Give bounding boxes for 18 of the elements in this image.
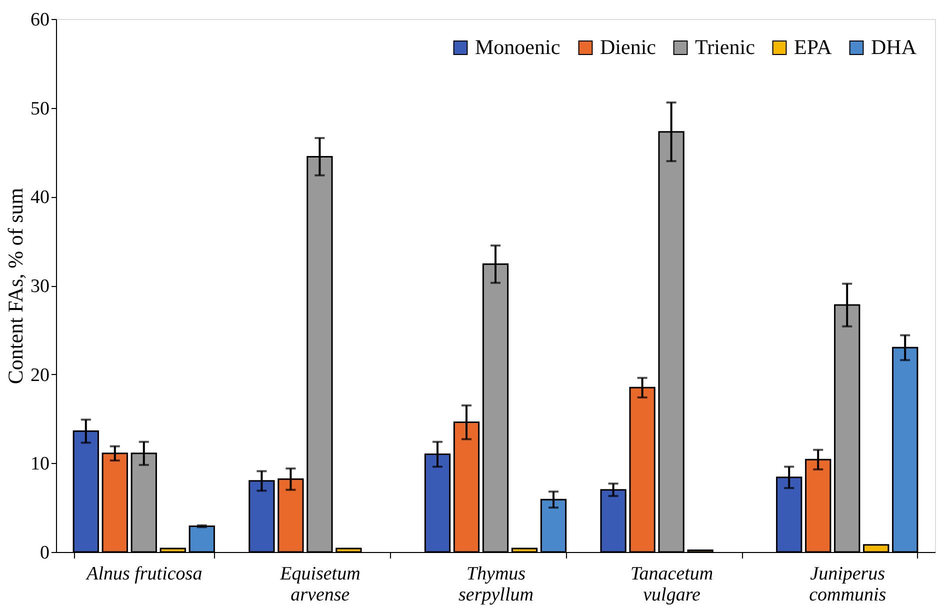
y-tick-label: 10 [30, 454, 50, 475]
y-axis-title: Content FAs, % of sum [4, 188, 28, 384]
y-tick-label: 40 [30, 187, 50, 208]
y-tick-label: 30 [30, 276, 50, 297]
x-tick-label: Alnus fruticosa [84, 564, 202, 584]
legend-label: Dienic [600, 34, 656, 59]
y-tick-label: 0 [40, 542, 50, 564]
x-tick-label: Juniperus communis [809, 564, 886, 606]
y-tick-label: 50 [30, 98, 50, 120]
legend-label: DHA [871, 34, 918, 59]
y-tick-label: 60 [30, 10, 50, 30]
x-tick-label: Tanacetum vulgare [630, 564, 714, 606]
x-tick-label: Equisetum arvense [279, 564, 360, 606]
legend-label: Trienic [695, 34, 755, 59]
x-tick-label: Thymus serpyllum [458, 564, 534, 606]
y-tick-label: 20 [30, 364, 50, 386]
legend-label: EPA [794, 34, 833, 59]
legend-label: Monoenic [475, 34, 560, 59]
